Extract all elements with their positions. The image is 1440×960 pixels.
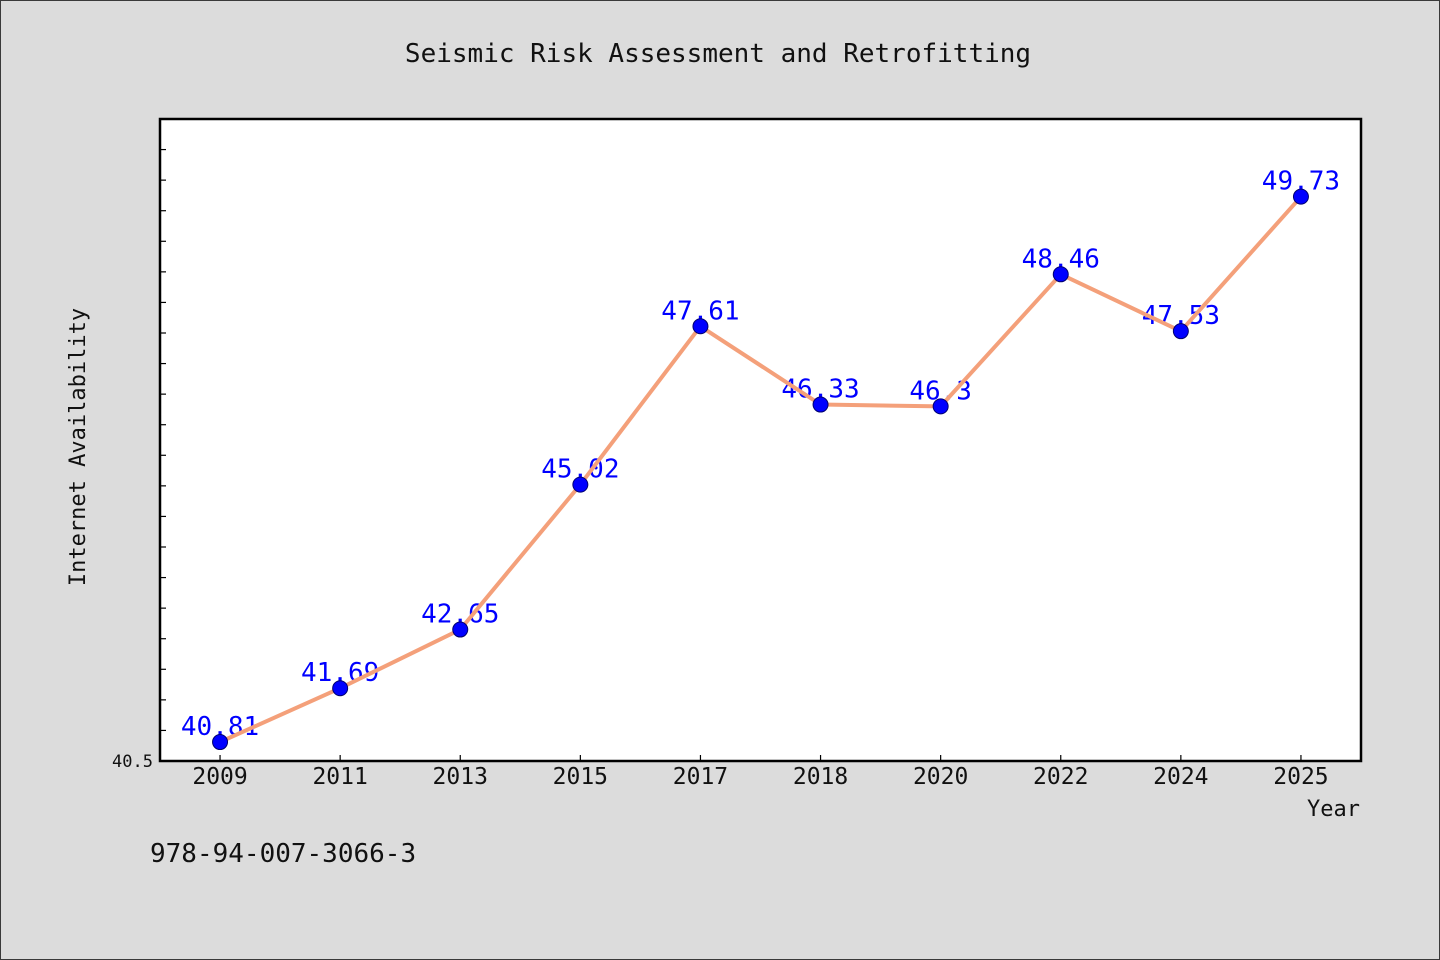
data-point bbox=[812, 396, 829, 413]
data-point bbox=[932, 398, 949, 415]
caption-text: 978-94-007-3066-3 bbox=[150, 839, 416, 869]
x-tick-label: 2018 bbox=[793, 764, 848, 790]
data-markers bbox=[212, 188, 1309, 751]
x-tick-label: 2022 bbox=[1033, 764, 1088, 790]
data-point bbox=[332, 680, 349, 697]
x-axis-tick-labels: 2009 2011 2013 2015 2017 2018 2020 2022 2024 2025 bbox=[192, 764, 1328, 790]
series-group bbox=[218, 194, 1303, 744]
plot-border bbox=[158, 117, 1363, 763]
data-point bbox=[212, 734, 229, 751]
x-tick-label: 2024 bbox=[1153, 764, 1208, 790]
x-tick-label: 2020 bbox=[913, 764, 968, 790]
data-point bbox=[692, 318, 709, 335]
x-tick-label: 2017 bbox=[673, 764, 728, 790]
plot-area bbox=[160, 119, 1361, 761]
x-tick-label: 2011 bbox=[312, 764, 367, 790]
data-point bbox=[452, 621, 469, 638]
y-tick-label: 40.5 bbox=[112, 752, 153, 772]
series-line bbox=[218, 194, 1303, 744]
y-axis-tick-labels: 40.5 bbox=[112, 752, 153, 772]
x-axis-label: Year bbox=[1307, 797, 1360, 822]
data-point bbox=[1172, 323, 1189, 340]
chart-title: Seismic Risk Assessment and Retrofitting bbox=[405, 39, 1031, 69]
x-tick-label: 2025 bbox=[1273, 764, 1328, 790]
data-point bbox=[1292, 188, 1309, 205]
x-tick-label: 2009 bbox=[192, 764, 247, 790]
x-tick-label: 2013 bbox=[433, 764, 488, 790]
data-point bbox=[572, 476, 589, 493]
data-point bbox=[1052, 266, 1069, 283]
y-axis-label: Internet Availability bbox=[66, 308, 91, 586]
x-tick-label: 2015 bbox=[553, 764, 608, 790]
